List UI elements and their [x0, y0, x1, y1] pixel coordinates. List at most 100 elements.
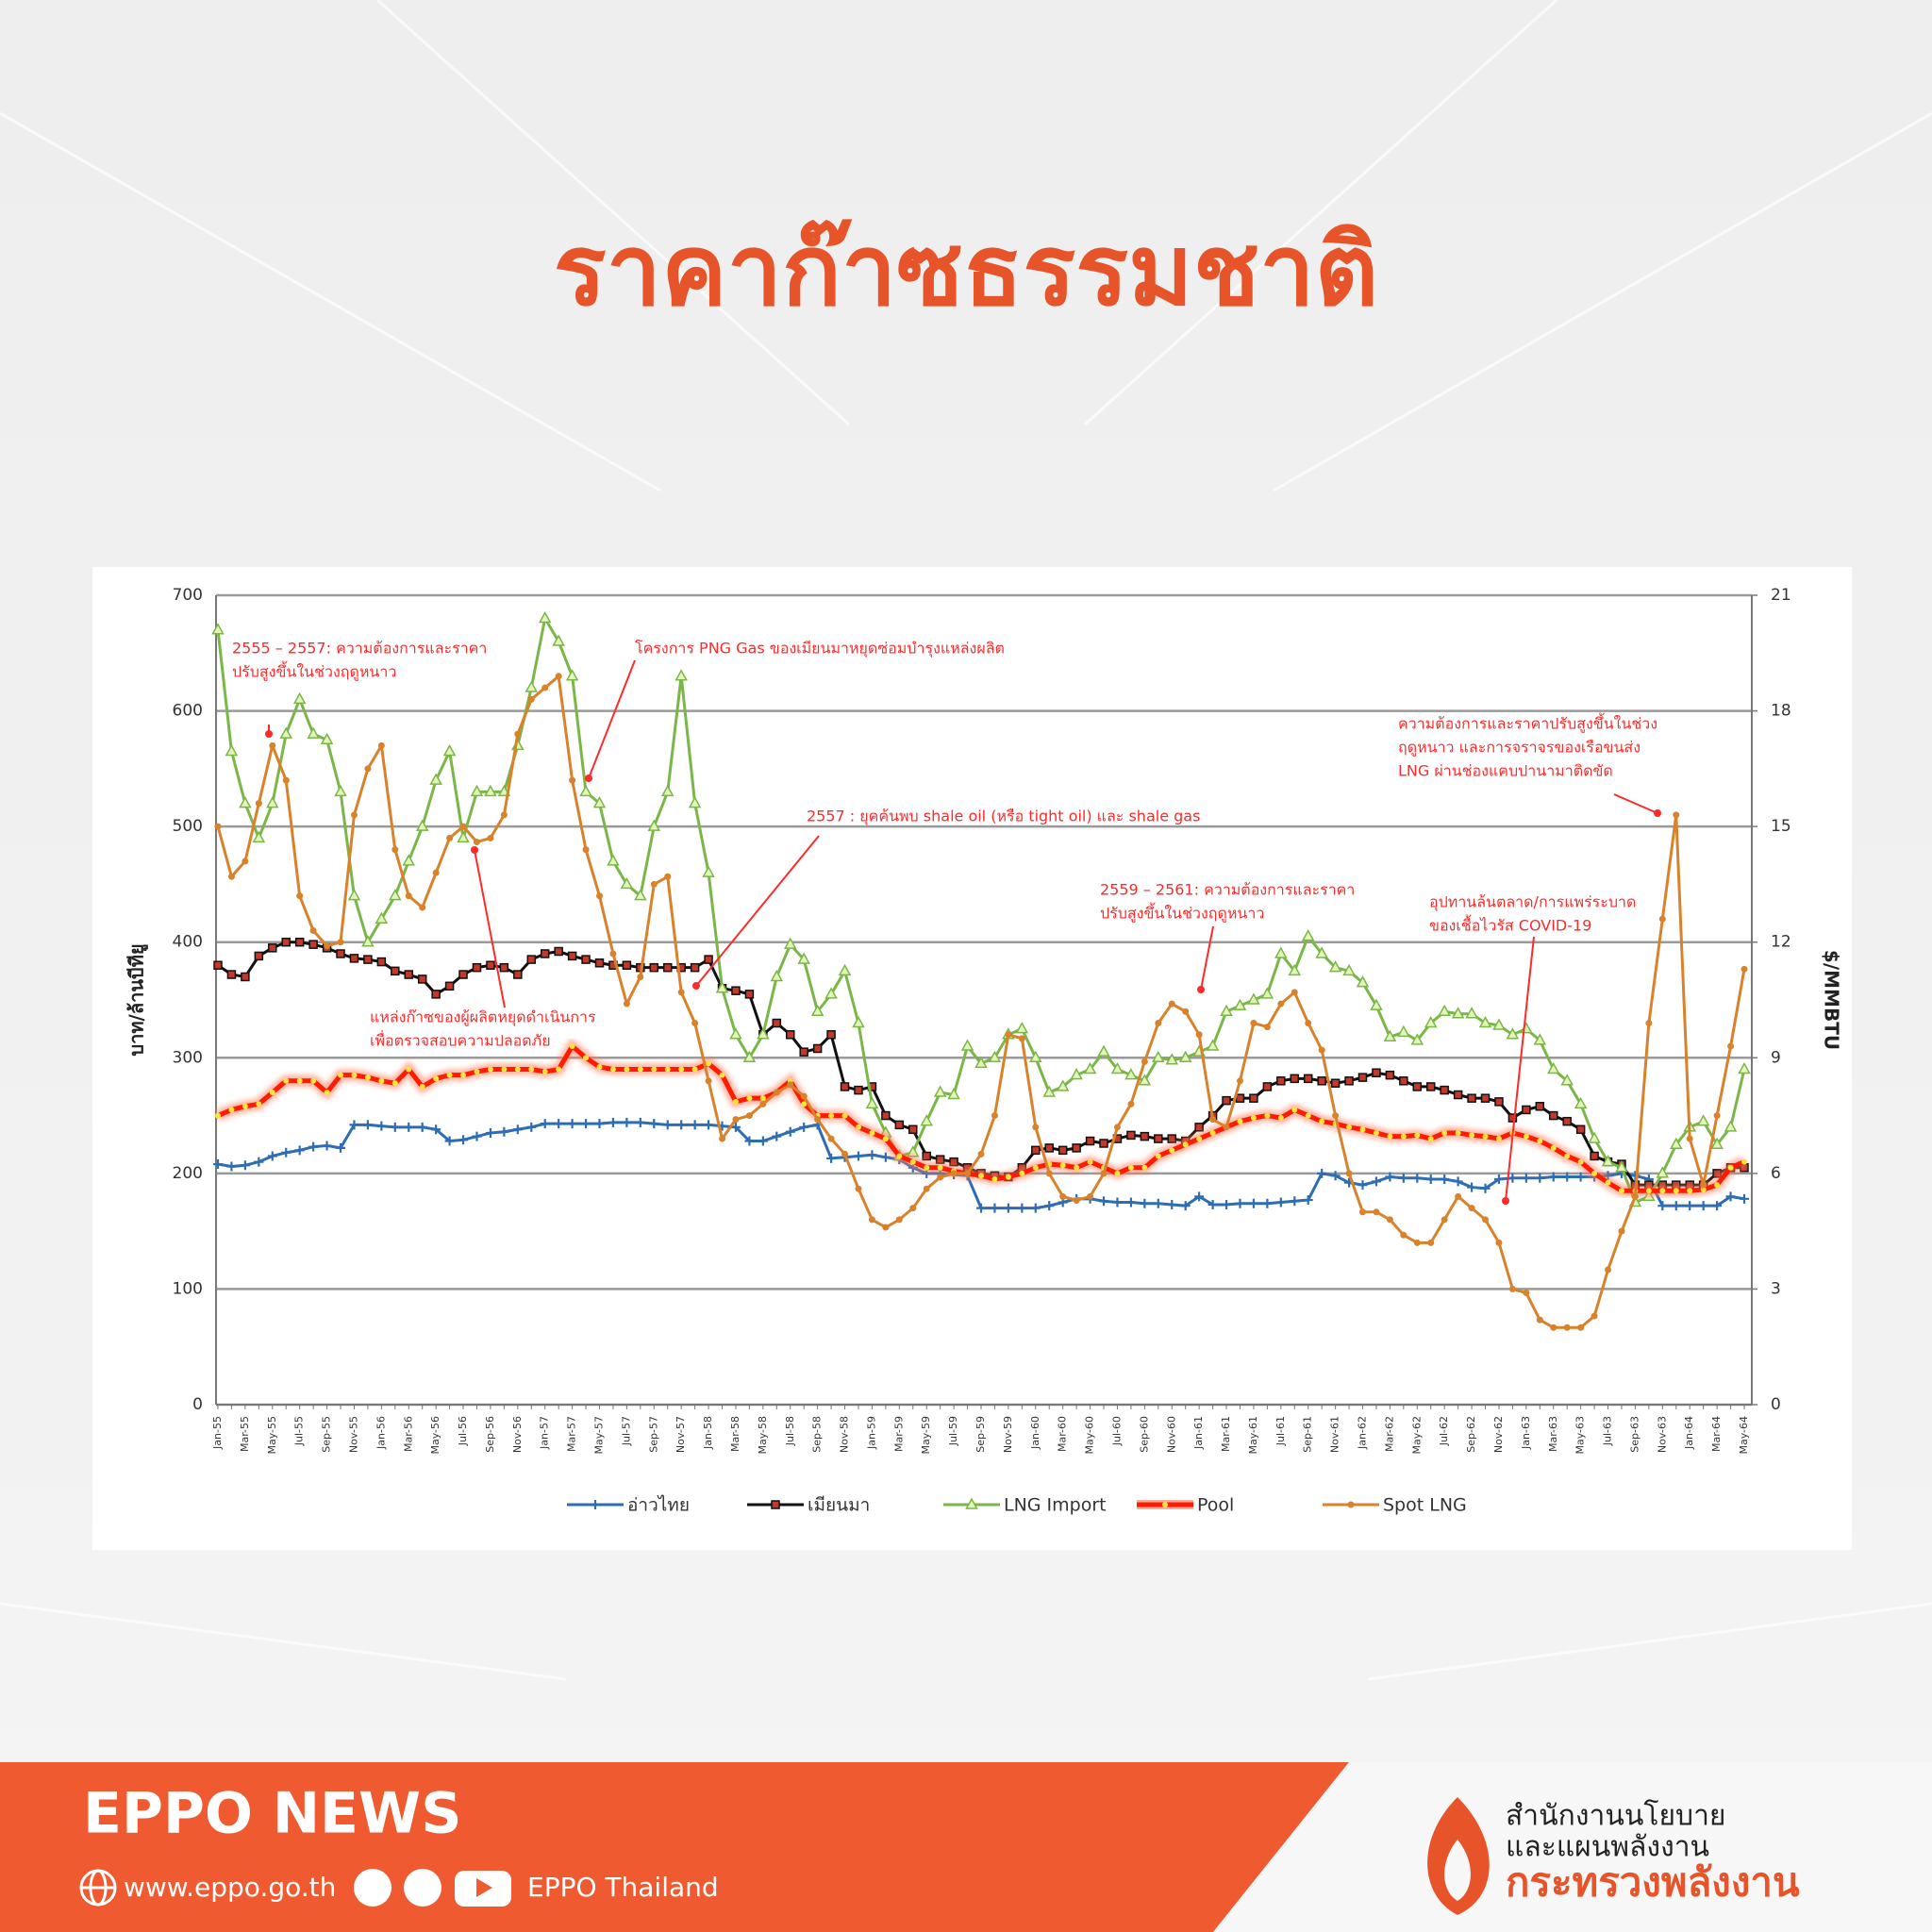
marker	[937, 1164, 943, 1171]
marker	[742, 1050, 757, 1063]
chart: 0 100 200 300 400 500 600 700 0 3 6 9 12 15 18 21 บาท/ล้…	[125, 586, 1843, 1516]
marker	[324, 1090, 330, 1096]
twitter-icon[interactable]	[404, 1869, 441, 1907]
marker	[1724, 1120, 1738, 1132]
marker	[867, 1150, 877, 1160]
marker	[1317, 1076, 1326, 1086]
annotation-arrowhead	[1654, 809, 1661, 817]
marker	[1560, 1074, 1574, 1086]
marker	[704, 1120, 714, 1130]
marker	[745, 1112, 753, 1120]
x-tick-label: Sep-59	[974, 1416, 987, 1453]
marker	[1359, 1208, 1366, 1216]
marker	[460, 1072, 467, 1078]
marker	[664, 1066, 671, 1073]
marker	[294, 937, 305, 947]
marker	[211, 623, 225, 635]
marker	[1669, 1137, 1683, 1149]
facebook-icon[interactable]	[354, 1869, 391, 1907]
annotation-text: 2555 – 2557: ความต้องการและราคา	[232, 640, 487, 658]
marker	[1410, 1033, 1424, 1045]
marker	[226, 970, 237, 979]
marker	[458, 1135, 469, 1145]
marker	[1330, 1171, 1341, 1181]
marker	[1032, 1124, 1040, 1131]
marker	[1455, 1129, 1461, 1136]
marker	[1029, 1050, 1042, 1063]
annotation-arrow	[474, 849, 506, 1008]
marker	[1194, 1191, 1205, 1202]
marker	[1671, 1201, 1681, 1211]
marker	[1591, 1170, 1598, 1176]
marker	[1167, 1199, 1177, 1209]
x-tick-label: Jan-55	[211, 1416, 224, 1450]
marker	[947, 1087, 960, 1100]
marker	[1319, 1118, 1325, 1124]
y-tick-label: 500	[173, 817, 203, 836]
legend-label: LNG Import	[1004, 1495, 1107, 1516]
marker	[623, 1000, 630, 1008]
marker	[881, 1110, 891, 1121]
marker	[1032, 1164, 1039, 1171]
marker	[1180, 1201, 1191, 1211]
marker	[1127, 1100, 1135, 1108]
marker	[583, 1055, 590, 1061]
annotation-arrow	[695, 835, 820, 987]
marker	[417, 974, 427, 984]
marker	[1017, 1203, 1027, 1213]
marker	[1110, 1061, 1124, 1074]
marker	[868, 1216, 875, 1224]
annotation-arrowhead	[692, 982, 700, 990]
marker	[1482, 1133, 1489, 1140]
marker	[1686, 1135, 1693, 1142]
marker	[554, 1119, 564, 1129]
marker	[1645, 1020, 1653, 1027]
marker	[785, 1126, 795, 1137]
marker	[620, 876, 634, 890]
marker	[1003, 1203, 1013, 1213]
marker	[746, 1095, 753, 1102]
marker	[990, 1203, 1000, 1213]
marker	[594, 1119, 605, 1129]
marker	[512, 1124, 523, 1135]
marker	[541, 1068, 548, 1074]
y2-tick-label: 21	[1771, 586, 1791, 605]
marker	[1373, 1208, 1380, 1216]
annotation-arrow	[1613, 793, 1658, 814]
annotation-text: 2559 – 2561: ความต้องการและราคา	[1100, 881, 1355, 899]
annotation-arrowhead	[1502, 1197, 1509, 1205]
marker	[350, 811, 358, 819]
annotation-arrow	[1200, 925, 1214, 991]
marker	[841, 1150, 849, 1158]
marker	[1659, 1188, 1666, 1194]
annotation-arrowhead	[265, 730, 273, 738]
marker	[377, 741, 385, 749]
marker	[1209, 1129, 1216, 1136]
marker	[1223, 1124, 1230, 1131]
marker	[1305, 1112, 1311, 1119]
marker	[1301, 929, 1315, 941]
x-tick-label: Jan-57	[539, 1416, 551, 1450]
marker	[336, 949, 345, 958]
y-tick-label: 600	[173, 702, 203, 721]
marker	[662, 962, 673, 973]
annotation-arrowhead	[471, 846, 478, 854]
marker	[486, 960, 495, 970]
marker	[705, 1077, 712, 1085]
marker	[565, 669, 579, 681]
marker	[1097, 1044, 1110, 1057]
marker	[1114, 1170, 1121, 1176]
marker	[1425, 1174, 1436, 1184]
marker	[1165, 1053, 1179, 1065]
marker	[406, 1066, 412, 1073]
marker	[1141, 1058, 1148, 1065]
marker	[1074, 1164, 1080, 1171]
marker	[827, 1135, 835, 1142]
marker	[1741, 1158, 1747, 1165]
marker	[214, 823, 222, 830]
marker	[540, 949, 550, 958]
marker	[283, 1077, 290, 1084]
marker	[799, 1047, 808, 1057]
marker	[651, 1066, 658, 1073]
marker	[855, 1185, 862, 1192]
